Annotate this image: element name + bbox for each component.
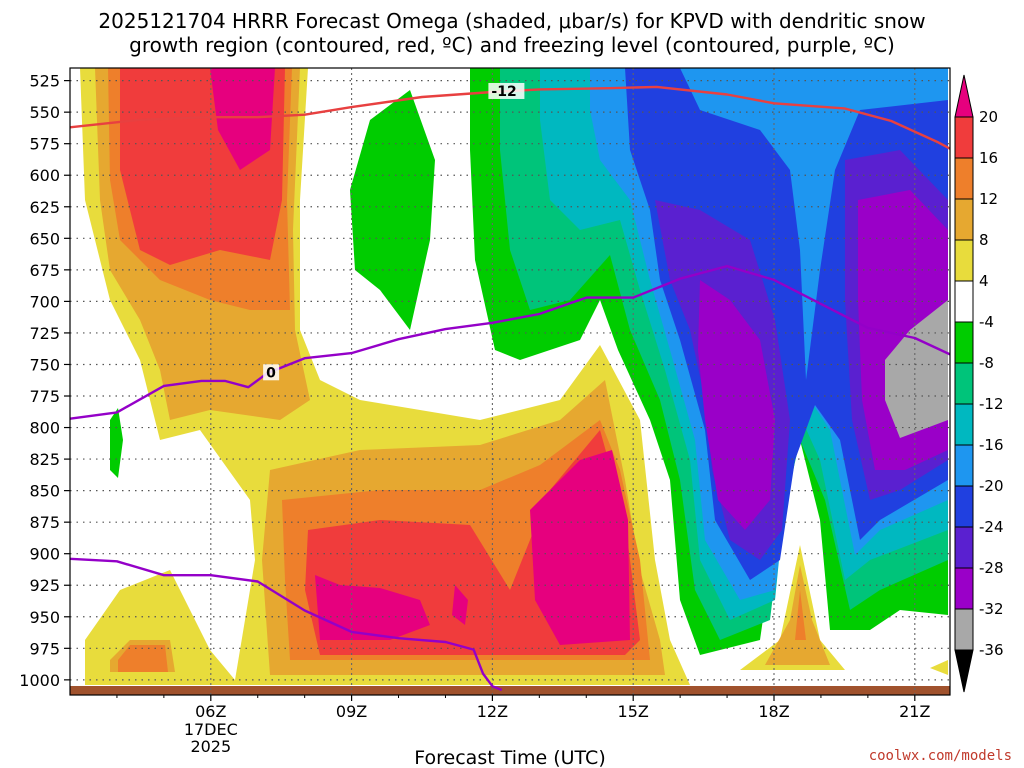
omega-shading [70, 68, 950, 695]
chart-title-line2: growth region (contoured, red, ºC) and f… [129, 33, 895, 57]
y-tick-label: 900 [29, 545, 60, 564]
x-tick-label: 15Z [618, 702, 649, 721]
colorbar-label: -36 [979, 641, 1004, 659]
omega-region-neg-28 [698, 190, 948, 530]
colorbar-label: -8 [979, 354, 994, 372]
colorbar-label: -4 [979, 313, 994, 331]
colorbar-segment [954, 116, 974, 159]
colorbar-label: 12 [979, 190, 998, 208]
colorbar: 20 16 12 8 4 -4 -8 -12 -16 -20 -24 -28 -32 -36 [954, 74, 1004, 693]
x-tick-label: 09Z [336, 702, 367, 721]
colorbar-label: -20 [979, 477, 1004, 495]
colorbar-segment [954, 321, 974, 364]
y-tick-label: 675 [29, 261, 60, 280]
ground-fill [70, 686, 950, 695]
colorbar-label: 4 [979, 272, 989, 290]
colorbar-segment [954, 157, 974, 200]
omega-region-pos-20 [210, 68, 630, 645]
colorbar-label: 16 [979, 149, 998, 167]
x-tick-label: 21Z [899, 702, 930, 721]
omega-region-pos-16 [120, 68, 640, 655]
x-tick-sublabel: 17DEC [184, 720, 238, 739]
colorbar-bottom-arrow [954, 649, 974, 693]
colorbar-segment [954, 239, 974, 282]
y-tick-label: 775 [29, 387, 60, 406]
plot-area: -12 0 [69, 67, 951, 696]
contour-label: 0 [266, 365, 276, 381]
colorbar-label: 20 [979, 108, 998, 126]
y-tick-label: 825 [29, 450, 60, 469]
colorbar-segment [954, 280, 974, 323]
colorbar-segment [954, 362, 974, 405]
y-tick-label: 850 [29, 482, 60, 501]
colorbar-segment [954, 608, 974, 651]
y-tick-label: 650 [29, 229, 60, 248]
x-tick-sublabel: 2025 [190, 737, 231, 756]
plot-frame [69, 67, 951, 696]
y-tick-label: 725 [29, 324, 60, 343]
contour-line [69, 557, 503, 692]
colorbar-label: -24 [979, 518, 1004, 536]
y-tick-label: 525 [29, 72, 60, 91]
y-tick-label: 600 [29, 166, 60, 185]
y-tick-label: 625 [29, 198, 60, 217]
y-tick-label: 800 [29, 419, 60, 438]
contour-line [69, 85, 951, 150]
omega-region-neg-32 [885, 300, 948, 438]
y-tick-label: 750 [29, 355, 60, 374]
contour-label: -12 [491, 84, 516, 100]
y-tick-label: 975 [29, 639, 60, 658]
contour-line [69, 264, 951, 420]
x-tick-label: 18Z [758, 702, 789, 721]
colorbar-segment [954, 485, 974, 528]
colorbar-segment [954, 444, 974, 487]
y-tick-label: 550 [29, 103, 60, 122]
colorbar-label: -28 [979, 559, 1004, 577]
colorbar-segment [954, 526, 974, 569]
colorbar-label: -32 [979, 600, 1004, 618]
colorbar-top-arrow [954, 74, 974, 118]
y-axis: 525 550 575 600 625 650 675 700 725 750 775 800 825 8… [19, 72, 70, 690]
colorbar-label: -16 [979, 436, 1004, 454]
y-tick-label: 1000 [19, 671, 60, 690]
y-tick-label: 950 [29, 608, 60, 627]
y-tick-label: 925 [29, 576, 60, 595]
chart-title-line1: 2025121704 HRRR Forecast Omega (shaded, … [98, 9, 925, 33]
contour-label-bg [263, 364, 280, 381]
y-tick-label: 875 [29, 513, 60, 532]
omega-region-pos-12-right [795, 590, 806, 640]
contour-label-bg [488, 82, 525, 99]
colorbar-segment [954, 198, 974, 241]
x-axis-label: Forecast Time (UTC) [414, 747, 605, 768]
y-tick-label: 700 [29, 292, 60, 311]
contour-lines: -12 0 [69, 82, 951, 692]
colorbar-label: 8 [979, 231, 989, 249]
x-tick-label: 12Z [477, 702, 508, 721]
colorbar-segment [954, 403, 974, 446]
colorbar-segment [954, 567, 974, 610]
colorbar-label: -12 [979, 395, 1004, 413]
y-tick-label: 575 [29, 135, 60, 154]
credit-text: coolwx.com/models [869, 748, 1012, 764]
x-tick-label: 06Z [195, 702, 226, 721]
